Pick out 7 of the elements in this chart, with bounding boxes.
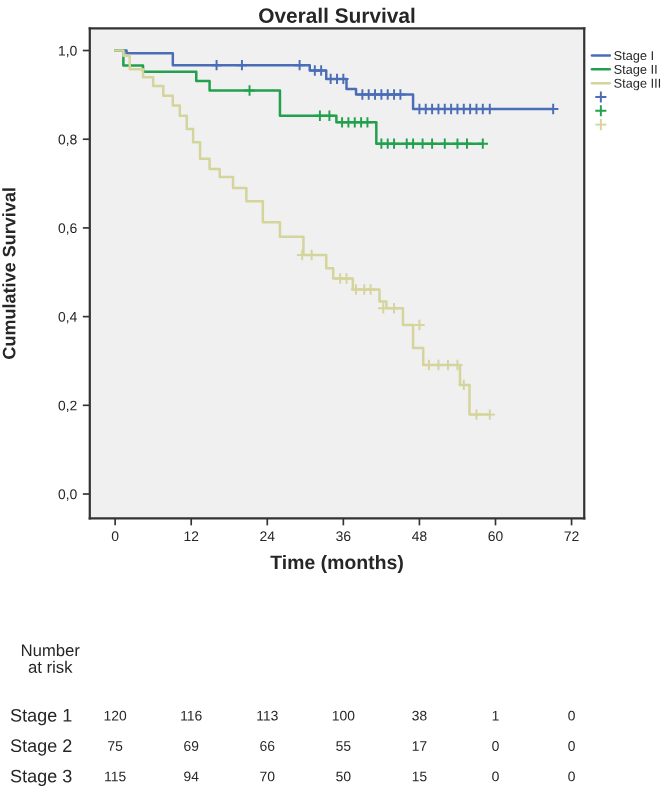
x-axis-title: Time (months) bbox=[270, 554, 403, 574]
y-axis-title: Cumulative Survival bbox=[2, 188, 16, 359]
text: Number at risk bbox=[21, 644, 80, 673]
text: Stage 2 bbox=[10, 739, 72, 756]
text: Stage 3 bbox=[10, 769, 72, 787]
text: Stage 1 bbox=[10, 708, 72, 726]
chart-title: Overall Survival bbox=[259, 7, 415, 23]
